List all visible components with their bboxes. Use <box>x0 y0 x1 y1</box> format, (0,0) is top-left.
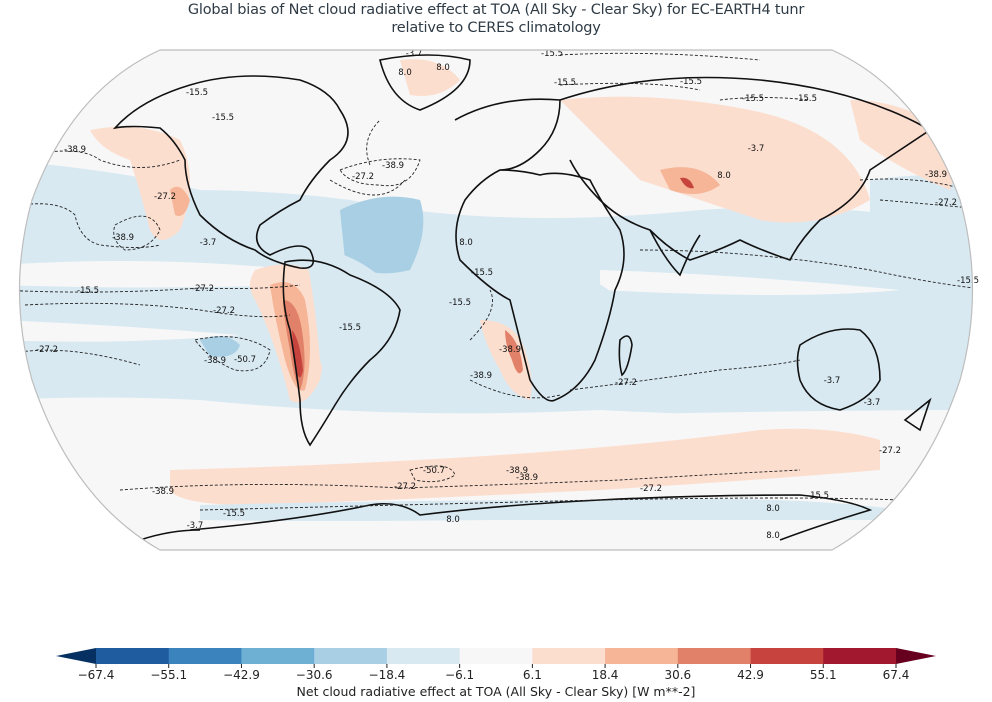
contour-label: -27.2 <box>192 284 214 294</box>
contour-label: -38.9 <box>64 145 86 155</box>
colorbar-segment <box>96 648 170 664</box>
colorbar-segment <box>532 648 606 664</box>
colorbar-over-arrow <box>896 648 936 664</box>
colorbar-tick-label: −55.1 <box>150 668 188 682</box>
contour-label: -38.9 <box>382 161 404 171</box>
map-boundary <box>18 49 974 551</box>
colorbar-segment <box>677 648 752 664</box>
contour-label: -15.5 <box>807 491 829 501</box>
contour-label: -27.2 <box>640 484 662 494</box>
contour-label: -38.9 <box>925 170 947 180</box>
chart-title: Global bias of Net cloud radiative effec… <box>0 1 992 37</box>
contour-label: -15.5 <box>77 286 99 296</box>
contour-label: -27.2 <box>213 306 235 316</box>
colorbar-segment <box>241 648 315 664</box>
contour-label: 8.0 <box>446 515 460 525</box>
colorbar-tick-label: −6.1 <box>445 668 475 682</box>
contour-label: -15.5 <box>541 49 563 59</box>
contour-label: -3.7 <box>200 238 217 248</box>
coastlines <box>112 54 932 541</box>
contour-label: -27.2 <box>352 172 374 182</box>
contour-label: -15.5 <box>223 509 245 519</box>
contour-label: -38.9 <box>506 466 528 476</box>
contour-label: 8.0 <box>766 531 780 541</box>
contour-label: -27.2 <box>879 446 901 456</box>
colorbar-segment <box>314 648 388 664</box>
contour-label: -27.2 <box>394 482 416 492</box>
title-line-1: Global bias of Net cloud radiative effec… <box>187 2 805 18</box>
contour-label: -15.5 <box>680 77 702 87</box>
contour-label: -15.5 <box>742 94 764 104</box>
contour-label: -27.2 <box>935 198 957 208</box>
colorbar-segment <box>605 648 679 664</box>
contour-label: 8.0 <box>436 63 450 73</box>
contour-label: 8.0 <box>766 504 780 514</box>
colorbar-under-arrow <box>56 648 96 664</box>
contour-label: -3.7 <box>748 144 765 154</box>
contour-label: -3.7 <box>187 521 204 531</box>
contour-label: -50.7 <box>234 355 256 365</box>
colorbar-tick-label: −67.4 <box>77 668 115 682</box>
colorbar-tick-label: 55.1 <box>809 668 837 682</box>
colorbar-tick-label: −18.4 <box>368 668 406 682</box>
contour-label: -38.9 <box>499 345 521 355</box>
contour-label: -3.7 <box>824 376 841 386</box>
colorbar-segment <box>168 648 242 664</box>
contour-lines <box>19 52 973 511</box>
contour-label: -15.5 <box>339 323 361 333</box>
contour-label: -15.5 <box>186 88 208 98</box>
colorbar-label: Net cloud radiative effect at TOA (All S… <box>296 684 696 699</box>
colorbar-tick-label: −42.9 <box>223 668 260 682</box>
colorbar <box>56 648 936 668</box>
colorbar-segment <box>459 648 533 664</box>
contour-label: -15.5 <box>957 276 979 286</box>
colorbar-tick-label: 18.4 <box>591 668 619 682</box>
contour-label: -38.9 <box>152 487 174 497</box>
contour-label: -38.9 <box>470 371 492 381</box>
contour-labels: -3.7 8.0 8.0 -15.5 -15.5 -15.5 -15.5 -15.5 -15.5… <box>36 49 979 541</box>
colorbar-tick-label: −30.6 <box>295 668 333 682</box>
world-map: -3.7 8.0 8.0 -15.5 -15.5 -15.5 -15.5 -15.5 -15.5… <box>18 49 979 551</box>
contour-label: -15.5 <box>795 94 817 104</box>
colorbar-segments <box>96 648 897 664</box>
contour-label: -27.2 <box>36 345 58 355</box>
contour-label: -38.9 <box>112 233 134 243</box>
colorbar-tick-label: 6.1 <box>522 668 542 682</box>
contour-label: -27.2 <box>615 378 637 388</box>
colorbar-tick-label: 30.6 <box>664 668 692 682</box>
contour-label: -15.5 <box>471 268 493 278</box>
contour-label: -15.5 <box>449 298 471 308</box>
contour-label: -15.5 <box>212 113 234 123</box>
title-line-2: relative to CERES climatology <box>391 20 601 36</box>
contour-label: 8.0 <box>459 238 473 248</box>
contour-label: -38.9 <box>516 473 538 483</box>
contour-label: 8.0 <box>398 68 412 78</box>
colorbar-tick-label: 42.9 <box>737 668 764 682</box>
colorbar-segment <box>750 648 824 664</box>
colorbar-segment <box>386 648 461 664</box>
contour-label: -3.7 <box>406 49 423 59</box>
map-field <box>19 50 973 550</box>
contour-label: -50.7 <box>423 466 445 476</box>
colorbar-segment <box>823 648 897 664</box>
contour-label: -27.2 <box>154 192 176 202</box>
contour-label: -15.5 <box>554 78 576 88</box>
colorbar-tick-label: 67.4 <box>882 668 910 682</box>
contour-label: -3.7 <box>864 398 881 408</box>
contour-label: 8.0 <box>717 171 731 181</box>
colorbar-ticks <box>95 664 897 668</box>
contour-label: -38.9 <box>204 356 226 366</box>
